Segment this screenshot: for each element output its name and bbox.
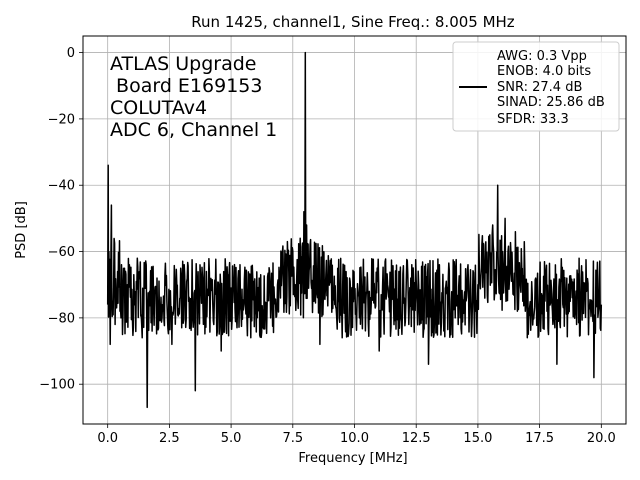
- annotation-line-1: ATLAS Upgrade: [110, 53, 256, 75]
- psd-series: [106, 51, 603, 409]
- x-axis-label: Frequency [MHz]: [298, 451, 407, 466]
- x-tick-label: 0.0: [97, 431, 118, 446]
- y-axis-ticks: 0 −20 −40 −60 −80 −100: [39, 46, 83, 393]
- y-tick-label: −80: [48, 311, 75, 326]
- legend-text-snr: SNR: 27.4 dB: [497, 80, 582, 95]
- grid: [83, 36, 626, 424]
- annotation-line-3: COLUTAv4: [110, 97, 207, 119]
- y-tick-label: −40: [48, 179, 75, 194]
- x-tick-label: 20.0: [587, 431, 616, 446]
- board-annotation: ATLAS Upgrade Board E169153 COLUTAv4 ADC…: [110, 53, 277, 141]
- x-tick-label: 15.0: [463, 431, 492, 446]
- x-tick-label: 10.0: [340, 431, 369, 446]
- annotation-line-4: ADC 6, Channel 1: [110, 119, 277, 141]
- y-tick-label: −100: [39, 378, 75, 393]
- x-tick-label: 7.5: [282, 431, 303, 446]
- x-axis-ticks: 0.0 2.5 5.0 7.5 10.0 12.5 15.0 17.5 20.0: [97, 424, 616, 446]
- x-tick-label: 12.5: [402, 431, 431, 446]
- y-axis-label: PSD [dB]: [14, 201, 29, 259]
- y-tick-label: 0: [67, 46, 75, 61]
- x-tick-label: 5.0: [221, 431, 242, 446]
- legend: AWG: 0.3 Vpp ENOB: 4.0 bits SNR: 27.4 dB…: [452, 41, 620, 132]
- x-tick-label: 2.5: [159, 431, 180, 446]
- y-tick-label: −60: [48, 245, 75, 260]
- legend-text-sinad: SINAD: 25.86 dB: [497, 95, 605, 110]
- legend-box: [452, 41, 620, 132]
- legend-text-enob: ENOB: 4.0 bits: [497, 64, 591, 79]
- legend-text-awg: AWG: 0.3 Vpp: [497, 49, 587, 64]
- annotation-line-2: Board E169153: [110, 75, 262, 97]
- chart-title: Run 1425, channel1, Sine Freq.: 8.005 MH…: [191, 13, 515, 31]
- x-tick-label: 17.5: [525, 431, 554, 446]
- y-tick-label: −20: [48, 112, 75, 127]
- legend-text-sfdr: SFDR: 33.3: [497, 112, 569, 127]
- psd-line: [106, 51, 603, 409]
